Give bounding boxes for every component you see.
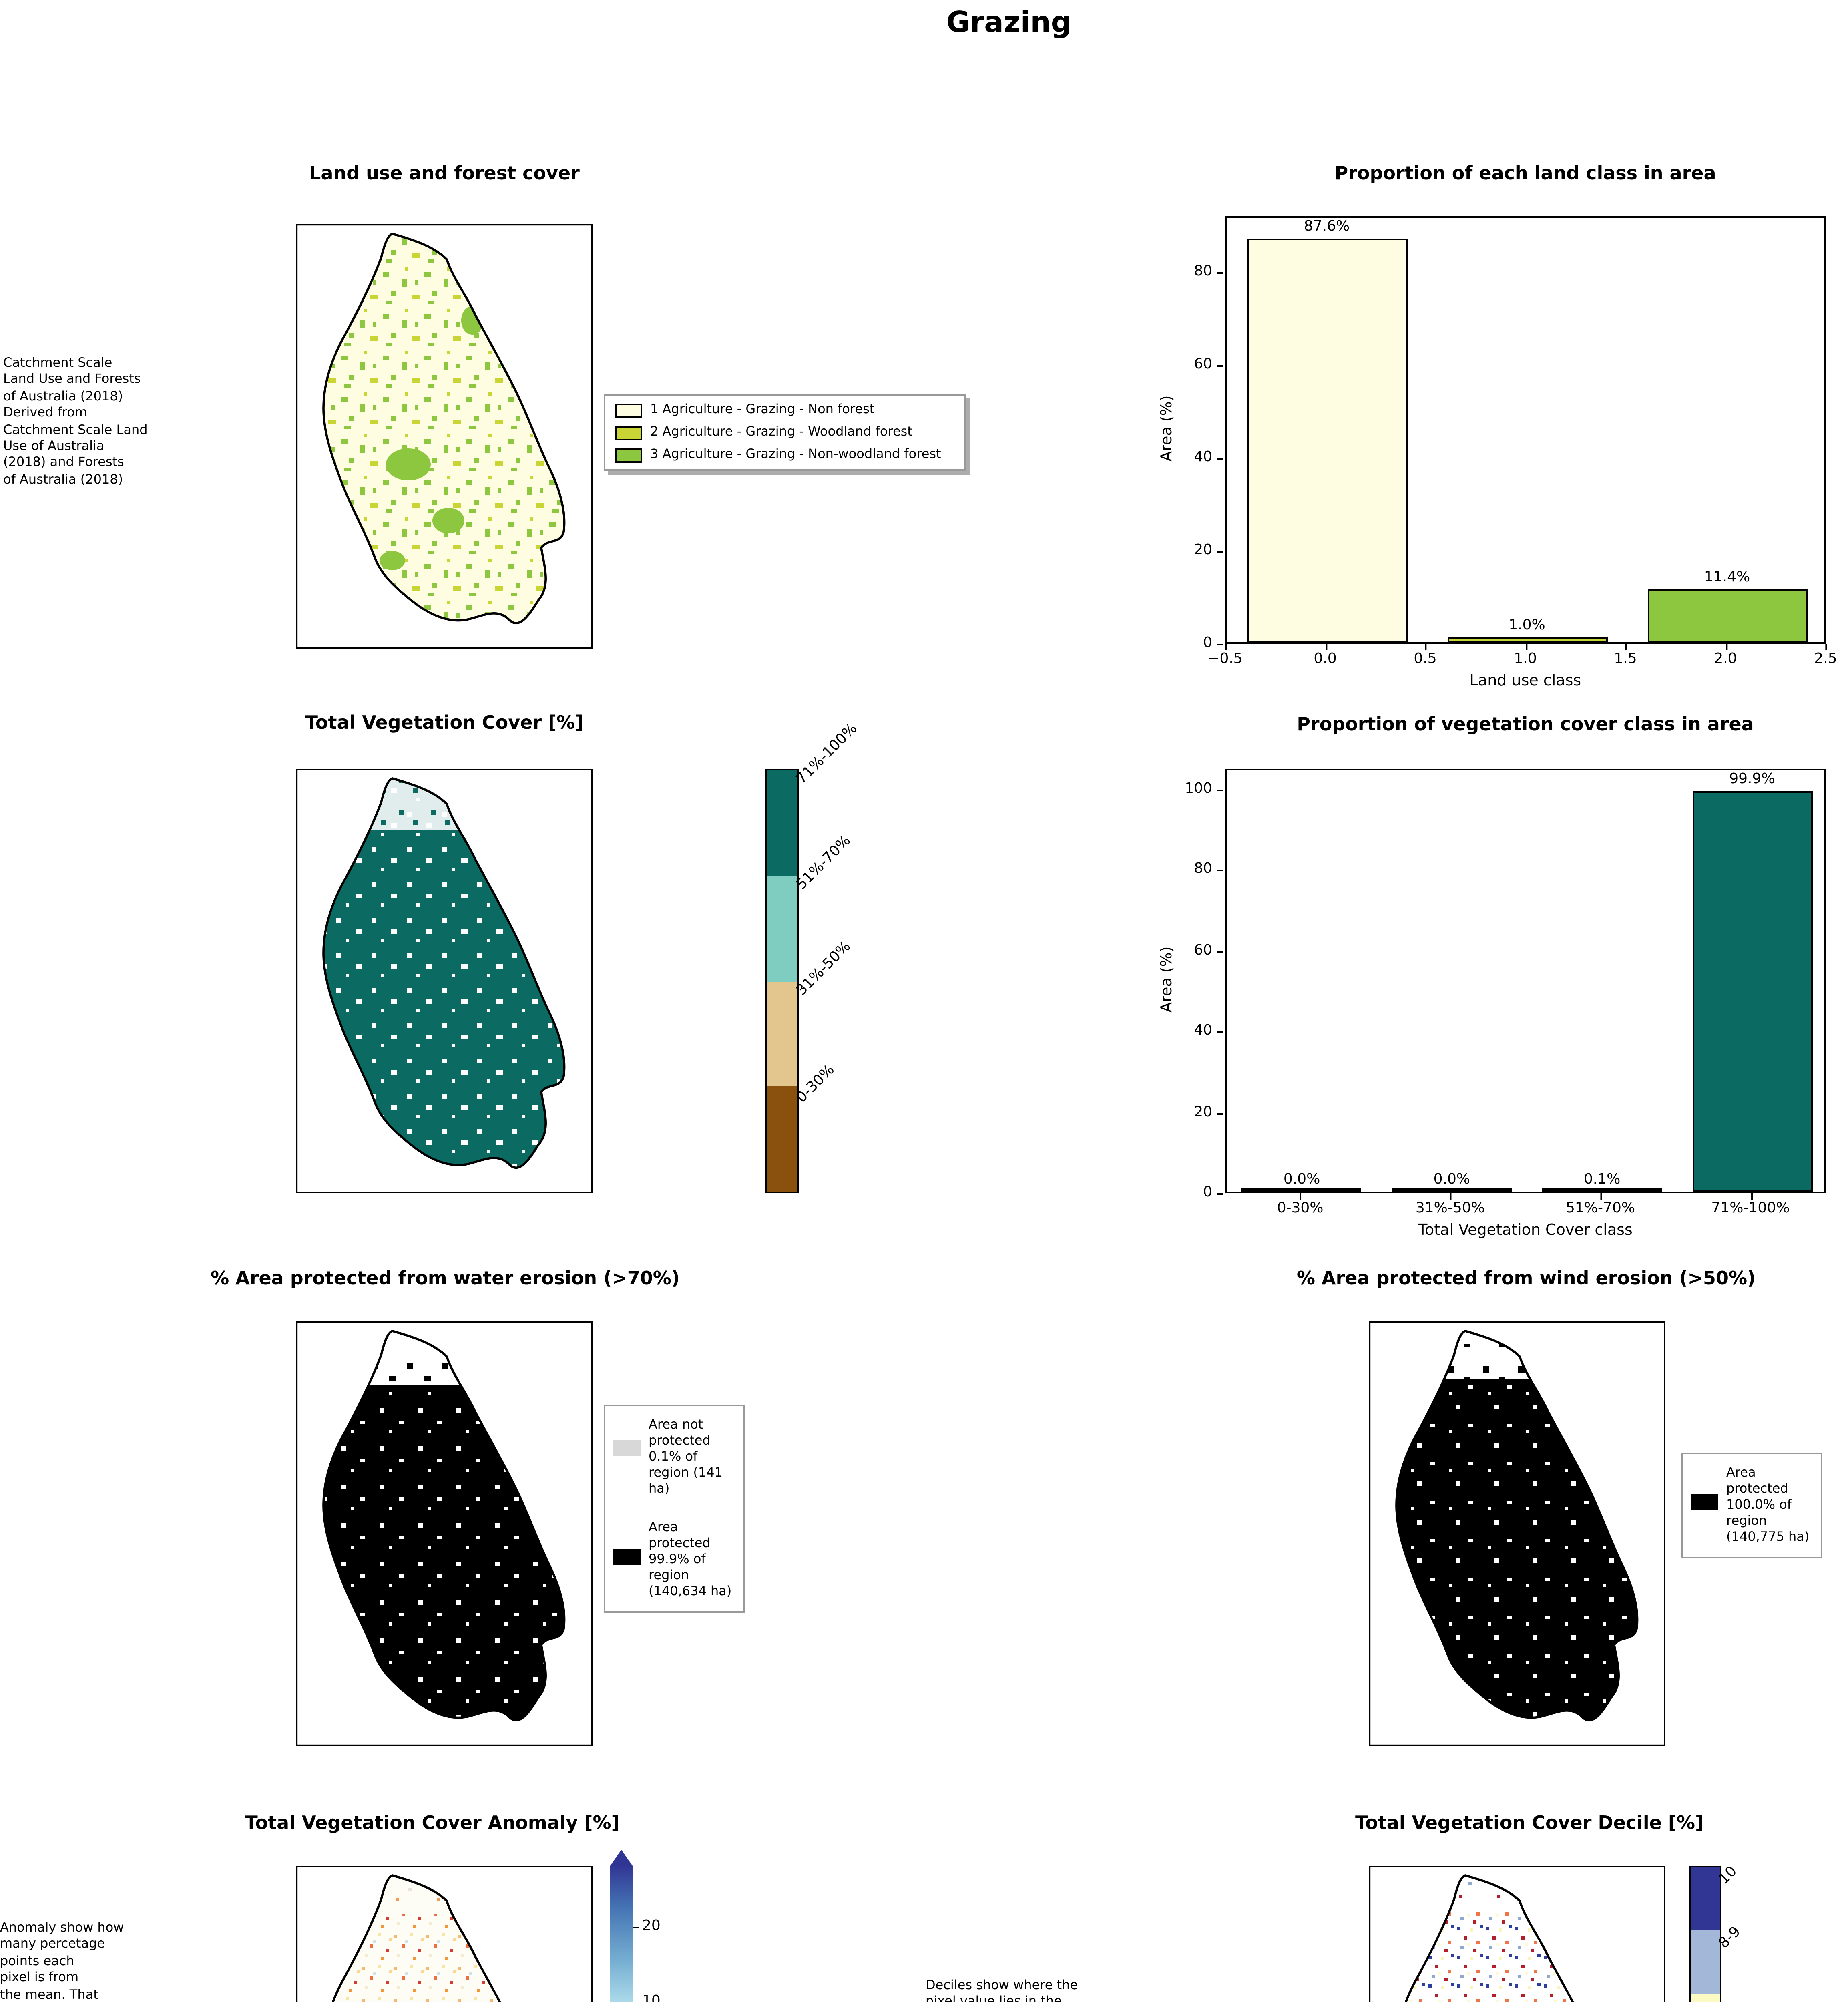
legend-label: 3 Agriculture - Grazing - Non-woodland f… [650,447,941,461]
decile-colorbar [1689,1866,1721,2002]
y-tick: 40 [1158,1023,1223,1039]
land-class-chart-plot: 87.6% 1.0% 11.4% [1225,216,1826,644]
land-use-legend: 1 Agriculture - Grazing - Non forest 2 A… [604,394,966,471]
bar-value-label: 11.4% [1704,570,1750,587]
veg-class-chart-title: Proportion of vegetation cover class in … [1297,713,1754,735]
bar-value-label: 0.0% [1283,1172,1320,1188]
colorbar-label: 0-30% [794,1062,838,1107]
legend-swatch-non-woodland [615,448,642,462]
y-tick: 60 [1158,357,1223,373]
x-tick: 1.0 [1514,644,1537,668]
colorbar-label: 31%-50% [794,939,855,999]
colorbar-segment-10 [1691,1867,1720,1931]
legend-item: 3 Agriculture - Grazing - Non-woodland f… [605,444,964,466]
y-tick: 100 [1158,781,1223,797]
y-tick: 80 [1158,264,1223,280]
veg-cover-map [296,769,593,1193]
page-title: Grazing [946,6,1072,40]
colorbar-label: 51%-70% [794,833,855,894]
anomaly-colorbar-top-arrow [610,1850,633,1866]
x-tick: 31%-50% [1415,1193,1485,1217]
legend-label: Area not protected 0.1% of region (141 h… [649,1417,723,1496]
decile-map [1369,1866,1665,2002]
y-tick: 20 [1158,1104,1223,1120]
bar-value-label: 0.1% [1583,1172,1621,1188]
bar-land-class-2 [1647,589,1807,642]
water-erosion-title: % Area protected from water erosion (>70… [211,1267,680,1289]
bar-land-class-1 [1447,637,1607,642]
wind-erosion-legend: Area protected 100.0% of region (140,775… [1681,1453,1822,1558]
veg-cover-colorbar [765,769,799,1193]
decile-note: Deciles show where the pixel value lies … [926,1978,1078,2002]
x-tick: 2.5 [1814,644,1837,668]
decile-title: Total Vegetation Cover Decile [%] [1355,1811,1703,1834]
legend-item: Area protected 100.0% of region (140,775… [1683,1454,1821,1557]
colorbar-segment-31-50 [767,981,797,1086]
veg-class-chart-plot: 0.0% 0.0% 0.1% 99.9% [1225,769,1826,1193]
colorbar-segment-71-100 [767,770,797,876]
colorbar-segment-8-9 [1691,1930,1720,1994]
legend-swatch-protected [1691,1494,1718,1510]
water-erosion-map [296,1321,593,1746]
land-use-map-title: Land use and forest cover [309,162,580,184]
legend-swatch-woodland [615,425,642,440]
land-class-chart-title: Proportion of each land class in area [1334,162,1716,184]
x-tick: 0-30% [1277,1193,1324,1217]
y-tick: 20 [1158,543,1223,559]
anomaly-title: Total Vegetation Cover Anomaly [%] [245,1811,620,1834]
water-erosion-legend: Area not protected 0.1% of region (141 h… [604,1405,745,1613]
bar-land-class-0 [1247,238,1407,642]
y-tick: 60 [1158,943,1223,959]
land-use-map [296,224,593,649]
wind-erosion-title: % Area protected from wind erosion (>50%… [1296,1267,1756,1289]
bar-value-label: 87.6% [1304,219,1350,235]
wind-erosion-map [1369,1321,1665,1746]
legend-swatch-protected [613,1549,641,1565]
legend-item: 1 Agriculture - Grazing - Non forest [605,399,964,421]
bar-veg-31-50 [1392,1188,1512,1192]
legend-label: Area protected 99.9% of region (140,634 … [649,1520,732,1598]
legend-item: Area protected 99.9% of region (140,634 … [605,1509,743,1611]
y-tick: 40 [1158,450,1223,466]
bar-value-label: 99.9% [1729,772,1775,788]
legend-swatch-not-protected [613,1440,641,1456]
y-tick: 80 [1158,862,1223,878]
legend-label: 1 Agriculture - Grazing - Non forest [650,402,875,416]
x-tick: 51%-70% [1566,1193,1635,1217]
colorbar-segment-0-30 [767,1086,797,1192]
x-tick: 1.5 [1614,644,1637,668]
colorbar-tick: 20 [632,1918,661,1935]
anomaly-map [296,1866,593,2002]
x-tick: −0.5 [1207,644,1243,668]
bar-veg-71-100 [1692,791,1812,1192]
bar-veg-51-70 [1542,1188,1662,1192]
colorbar-segment-4-7 [1691,1994,1720,2002]
anomaly-note: Anomaly show how many percetage points e… [0,1920,124,2002]
legend-item: 2 Agriculture - Grazing - Woodland fores… [605,421,964,444]
x-tick: 0.5 [1414,644,1437,668]
y-tick: 0 [1158,1185,1223,1201]
legend-swatch-non-forest [615,403,642,417]
bar-veg-0-30 [1241,1188,1362,1192]
colorbar-tick: 10 [642,1994,661,2002]
land-class-chart-xlabel: Land use class [1469,673,1581,690]
legend-item: Area not protected 0.1% of region (141 h… [605,1406,743,1509]
land-use-side-note: Catchment Scale Land Use and Forests of … [3,356,148,486]
x-tick: 71%-100% [1711,1193,1790,1217]
legend-label: 2 Agriculture - Grazing - Woodland fores… [650,424,912,439]
x-tick: 2.0 [1714,644,1737,668]
legend-label: Area protected 100.0% of region (140,775… [1726,1465,1810,1544]
colorbar-label: 71%-100% [794,721,861,788]
colorbar-segment-51-70 [767,876,797,981]
bar-value-label: 1.0% [1509,618,1545,635]
y-tick: 0 [1158,636,1223,652]
bar-value-label: 0.0% [1433,1172,1470,1188]
veg-cover-map-title: Total Vegetation Cover [%] [305,711,584,734]
veg-class-chart-xlabel: Total Vegetation Cover class [1418,1222,1633,1240]
anomaly-colorbar [610,1866,633,2002]
x-tick: 0.0 [1314,644,1337,668]
